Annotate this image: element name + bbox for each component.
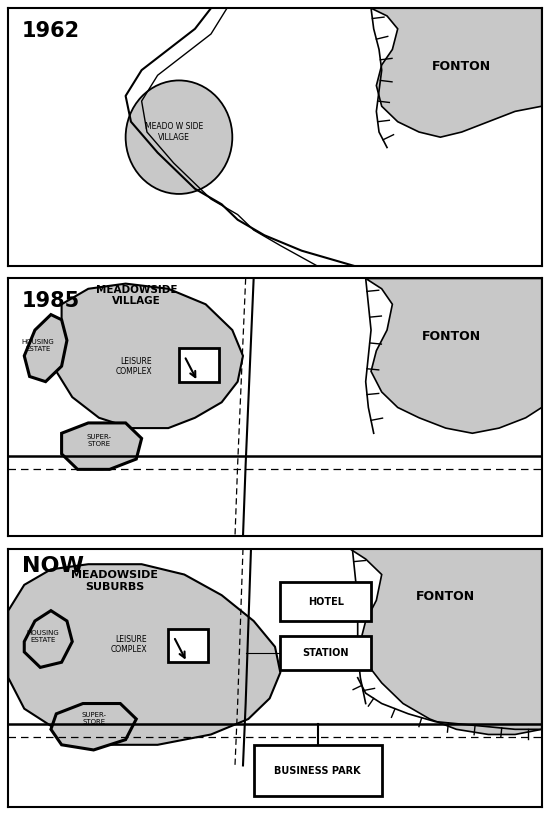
Polygon shape bbox=[8, 564, 280, 744]
Polygon shape bbox=[24, 314, 67, 382]
Text: LEISURE
COMPLEX: LEISURE COMPLEX bbox=[116, 356, 152, 376]
Text: MEADO W SIDE
VILLAGE: MEADO W SIDE VILLAGE bbox=[145, 122, 203, 142]
Text: FONTON: FONTON bbox=[416, 590, 475, 604]
Bar bbox=[168, 629, 208, 663]
Polygon shape bbox=[62, 423, 142, 469]
Text: MEADOWSIDE
SUBURBS: MEADOWSIDE SUBURBS bbox=[72, 570, 158, 592]
Bar bbox=[280, 636, 371, 670]
Text: HOUSING
ESTATE: HOUSING ESTATE bbox=[26, 630, 59, 643]
Text: NOW: NOW bbox=[21, 556, 84, 577]
Text: FONTON: FONTON bbox=[421, 330, 481, 343]
Polygon shape bbox=[24, 611, 72, 667]
Polygon shape bbox=[51, 704, 136, 750]
Text: SUPER-
STORE: SUPER- STORE bbox=[81, 713, 106, 725]
Text: HOUSING
ESTATE: HOUSING ESTATE bbox=[21, 339, 54, 351]
Text: LEISURE
COMPLEX: LEISURE COMPLEX bbox=[111, 635, 147, 654]
Text: HOTEL: HOTEL bbox=[307, 596, 344, 607]
Polygon shape bbox=[350, 549, 542, 735]
Polygon shape bbox=[366, 278, 542, 433]
Bar bbox=[280, 582, 371, 621]
Bar bbox=[254, 744, 382, 796]
Text: SUPER-
STORE: SUPER- STORE bbox=[86, 434, 112, 447]
Polygon shape bbox=[51, 283, 243, 428]
Text: FONTON: FONTON bbox=[432, 60, 491, 73]
Text: STATION: STATION bbox=[302, 648, 349, 658]
Text: 1962: 1962 bbox=[21, 21, 80, 41]
Polygon shape bbox=[371, 8, 542, 137]
Text: MEADOWSIDE
VILLAGE: MEADOWSIDE VILLAGE bbox=[96, 285, 177, 306]
Text: 1985: 1985 bbox=[21, 292, 80, 311]
Text: BUSINESS PARK: BUSINESS PARK bbox=[274, 766, 361, 776]
Bar bbox=[179, 348, 219, 382]
Ellipse shape bbox=[125, 80, 232, 194]
